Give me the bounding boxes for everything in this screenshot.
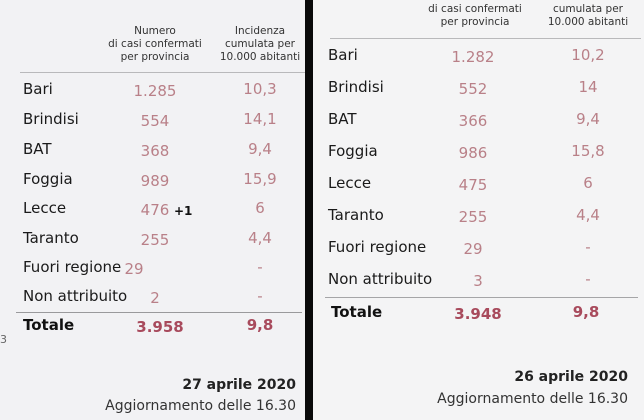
total-label: Totale (331, 303, 383, 321)
cases-value: 255 (458, 208, 488, 226)
cases-value: 368 (140, 142, 170, 160)
cases-column-header: di casi confermati per provincia (410, 3, 540, 29)
total-incidence-value: 9,8 (572, 303, 600, 321)
cases-value: 476 (140, 201, 170, 219)
incidence-value: 10,3 (243, 80, 277, 98)
incidence-value: 14 (578, 78, 598, 96)
province-label: Bari (328, 46, 358, 64)
province-label: Non attribuito (328, 270, 433, 288)
incidence-value: 10,2 (571, 46, 605, 64)
incidence-value: - (257, 258, 263, 276)
total-incidence-value: 9,8 (246, 316, 274, 334)
total-label: Totale (23, 316, 75, 334)
incidence-column-header: cumulata per 10.000 abitanti (538, 3, 638, 29)
province-label: Non attribuito (23, 287, 128, 305)
province-label: Lecce (328, 174, 372, 192)
update-time-label: Aggiornamento delle 16.30 (105, 398, 296, 414)
delta-badge: +1 (174, 204, 193, 218)
header-line: Numero (134, 25, 176, 37)
cases-value: 29 (463, 240, 483, 258)
province-label: Fuori regione (23, 258, 122, 276)
header-line: cumulata per (553, 3, 623, 15)
cases-value: 3 (473, 272, 483, 290)
total-divider (325, 297, 638, 298)
province-label: Bari (23, 80, 53, 98)
total-cases-value: 3.958 (136, 318, 184, 336)
incidence-value: 15,8 (571, 142, 605, 160)
panel-divider (305, 0, 313, 420)
header-line: per provincia (120, 51, 190, 63)
incidence-value: 6 (255, 199, 265, 217)
header-line: di casi confermati (108, 38, 202, 50)
cases-value: 255 (140, 231, 170, 249)
header-divider (20, 72, 305, 73)
cases-column-header: Numero di casi confermati per provincia (100, 25, 210, 64)
incidence-value: - (257, 287, 263, 305)
incidence-value: - (585, 238, 591, 256)
province-label: Brindisi (23, 110, 79, 128)
cases-value: 554 (140, 112, 170, 130)
province-label: Fuori regione (328, 238, 427, 256)
clipped-edge-text: 3 (0, 333, 7, 346)
date-label: 26 aprile 2020 (514, 369, 628, 385)
right-table-panel: di casi confermati per provincia cumulat… (313, 0, 644, 420)
header-line: cumulata per (225, 38, 295, 50)
header-line: per provincia (440, 16, 510, 28)
incidence-value: 15,9 (243, 170, 277, 188)
incidence-value: 4,4 (248, 229, 272, 247)
cases-value: 1.282 (451, 48, 495, 66)
incidence-value: 4,4 (576, 206, 600, 224)
date-label: 27 aprile 2020 (182, 377, 296, 393)
cases-value: 552 (458, 80, 488, 98)
incidence-value: 6 (583, 174, 593, 192)
incidence-value: - (585, 270, 591, 288)
incidence-column-header: Incidenza cumulata per 10.000 abitanti (215, 25, 305, 64)
incidence-value: 9,4 (576, 110, 600, 128)
update-time-label: Aggiornamento delle 16.30 (437, 391, 628, 407)
province-label: BAT (328, 110, 357, 128)
total-divider (16, 312, 302, 313)
header-line: 10.000 abitanti (219, 51, 301, 63)
header-divider (330, 38, 641, 39)
header-line: Incidenza (234, 25, 286, 37)
province-label: BAT (23, 140, 52, 158)
cases-value: 1.285 (133, 82, 177, 100)
province-label: Taranto (328, 206, 384, 224)
total-cases-value: 3.948 (454, 305, 502, 323)
incidence-value: 14,1 (243, 110, 277, 128)
province-label: Foggia (23, 170, 73, 188)
header-line: di casi confermati (428, 3, 522, 15)
cases-value: 366 (458, 112, 488, 130)
province-label: Brindisi (328, 78, 384, 96)
province-label: Foggia (328, 142, 378, 160)
cases-value: 29 (124, 260, 144, 278)
cases-value: 2 (150, 289, 160, 307)
left-table-panel: Numero di casi confermati per provincia … (0, 0, 305, 420)
province-label: Taranto (23, 229, 79, 247)
cases-value: 475 (458, 176, 488, 194)
cases-value: 986 (458, 144, 488, 162)
header-line: 10.000 abitanti (547, 16, 629, 28)
cases-value: 989 (140, 172, 170, 190)
incidence-value: 9,4 (248, 140, 272, 158)
province-label: Lecce (23, 199, 67, 217)
